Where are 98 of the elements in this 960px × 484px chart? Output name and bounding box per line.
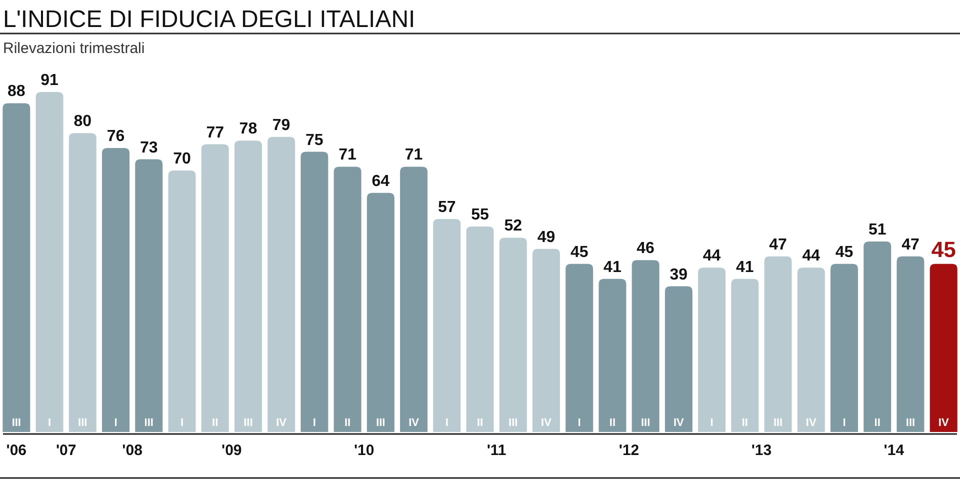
x-tick-label: III — [12, 417, 21, 429]
data-label: 39 — [670, 266, 688, 284]
x-tick-label: II — [609, 417, 616, 429]
data-label: 79 — [272, 116, 290, 134]
data-label: 55 — [471, 206, 489, 224]
x-tick-label: II — [742, 417, 748, 429]
data-label: 47 — [902, 236, 920, 254]
bar — [466, 226, 494, 432]
data-label: 77 — [206, 124, 224, 142]
bar — [366, 192, 394, 432]
bar — [764, 256, 792, 432]
data-label: 70 — [173, 150, 191, 168]
data-label: 80 — [74, 113, 92, 130]
data-label: 44 — [702, 248, 721, 265]
x-tick-label: II — [344, 417, 351, 429]
bar — [36, 92, 64, 432]
data-label: 71 — [338, 146, 357, 164]
data-label: 51 — [868, 221, 886, 238]
text: '08 — [122, 442, 142, 459]
bar — [499, 238, 527, 432]
chart-title: L'INDICE DI FIDUCIA DEGLI ITALIANI — [3, 6, 416, 33]
data-label: 45 — [570, 244, 588, 261]
x-tick-label: III — [244, 417, 253, 429]
data-label: 46 — [636, 240, 655, 258]
data-label: 64 — [372, 172, 390, 190]
x-tick-label: III — [640, 417, 650, 429]
text: '06 — [6, 442, 27, 459]
bar — [664, 286, 692, 432]
x-tick-label: I — [180, 417, 184, 429]
bar — [201, 144, 229, 432]
x-tick-label: IV — [673, 417, 685, 429]
x-tick-label: IV — [806, 417, 817, 429]
x-tick-label: III — [508, 417, 518, 429]
data-label: 91 — [40, 72, 59, 89]
x-tick-label: III — [78, 417, 88, 429]
data-label: 41 — [604, 258, 622, 276]
chart-subtitle: Rilevazioni trimestrali — [3, 40, 145, 57]
bar — [168, 170, 196, 432]
data-label: 73 — [140, 139, 158, 156]
data-label: 78 — [239, 120, 258, 138]
data-label: 47 — [769, 236, 788, 254]
text: '13 — [751, 442, 772, 459]
x-tick-label: III — [773, 417, 783, 429]
x-tick-label: I — [710, 417, 714, 429]
x-tick-label: II — [874, 417, 880, 429]
bar — [300, 152, 328, 432]
bar — [566, 264, 594, 432]
bar — [930, 264, 958, 432]
bar — [2, 103, 30, 432]
text: '14 — [884, 442, 905, 459]
data-label: 71 — [404, 146, 423, 164]
x-tick-label: I — [312, 417, 316, 429]
x-tick-label: IV — [408, 417, 420, 429]
bar — [68, 133, 96, 432]
bar — [234, 140, 262, 432]
text: '12 — [618, 442, 640, 459]
x-tick-label: II — [212, 417, 218, 429]
x-tick-label: I — [114, 417, 118, 429]
x-tick-label: I — [48, 417, 52, 429]
bar — [698, 268, 726, 432]
x-tick-label: IV — [276, 417, 288, 429]
data-label: 52 — [504, 218, 522, 235]
x-tick-label: III — [376, 417, 386, 429]
bar — [632, 260, 660, 432]
data-label: 57 — [438, 199, 456, 216]
text: '11 — [486, 442, 506, 459]
bar — [864, 241, 892, 432]
bar — [896, 256, 924, 432]
x-tick-label: III — [144, 417, 154, 429]
data-label: 76 — [106, 128, 125, 146]
x-tick-label: I — [842, 417, 846, 429]
bar — [532, 248, 560, 432]
data-label: 41 — [736, 258, 754, 276]
bar — [334, 166, 362, 432]
x-tick-label: II — [476, 417, 484, 429]
bar — [135, 159, 163, 432]
bar — [268, 136, 296, 432]
data-label: 49 — [537, 228, 556, 246]
data-label: 88 — [8, 83, 26, 100]
bar — [102, 148, 130, 432]
bar — [830, 264, 858, 432]
text: '09 — [222, 442, 242, 459]
data-label: 45 — [835, 244, 854, 261]
bar — [797, 268, 825, 432]
bar — [400, 166, 428, 432]
bar — [433, 219, 461, 432]
bar — [598, 278, 626, 432]
bar — [731, 278, 759, 432]
x-tick-label: III — [906, 417, 916, 429]
data-label: 75 — [306, 132, 324, 149]
data-label: 44 — [802, 248, 820, 265]
text: '10 — [354, 442, 374, 459]
x-tick-label: I — [445, 417, 448, 429]
data-label: 45 — [931, 236, 956, 262]
x-tick-label: IV — [541, 417, 552, 429]
x-tick-label: I — [578, 417, 581, 429]
text: '07 — [56, 442, 76, 459]
x-tick-label: IV — [938, 417, 950, 429]
